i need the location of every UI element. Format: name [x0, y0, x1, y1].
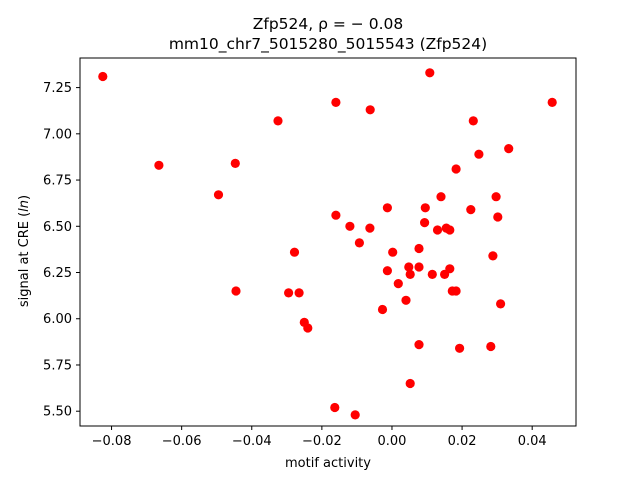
data-point	[496, 299, 506, 309]
x-tick-label: 0.02	[448, 434, 477, 449]
x-tick-label: −0.02	[302, 434, 342, 449]
data-point	[404, 262, 414, 272]
y-axis-ticks: 5.50 5.75 6.00 6.25 6.50 6.75 7.00 7.25	[43, 81, 80, 420]
data-point	[294, 288, 304, 298]
data-point	[432, 225, 443, 235]
data-point	[466, 205, 476, 215]
data-point	[425, 68, 435, 78]
y-tick-label: 6.25	[43, 266, 72, 281]
y-tick-label: 5.50	[43, 405, 72, 420]
data-point	[405, 378, 415, 389]
data-point	[420, 218, 430, 228]
data-point	[382, 203, 392, 213]
y-tick-label: 7.25	[43, 81, 72, 96]
y-tick-label: 6.00	[43, 312, 72, 327]
data-point	[330, 402, 340, 413]
data-point	[414, 243, 424, 254]
data-point	[468, 116, 478, 126]
data-point	[451, 286, 461, 296]
data-point	[486, 341, 496, 352]
data-point	[365, 105, 375, 115]
data-point	[493, 212, 503, 222]
data-point	[98, 71, 108, 82]
data-point	[377, 304, 388, 315]
x-tick-label: −0.06	[162, 434, 202, 449]
data-point	[213, 190, 224, 200]
data-point	[455, 343, 465, 353]
data-point	[436, 192, 446, 202]
data-point	[331, 210, 341, 220]
chart-title-line2: mm10_chr7_5015280_5015543 (Zfp524)	[169, 35, 487, 54]
y-tick-label: 6.75	[43, 174, 72, 189]
data-point	[393, 279, 403, 289]
chart-title-line1: Zfp524, ρ = − 0.08	[253, 15, 403, 33]
data-point	[331, 97, 341, 107]
data-point	[445, 225, 455, 235]
x-axis-ticks: −0.08 −0.06 −0.04 −0.02 0.00 0.02 0.04	[92, 426, 547, 449]
data-point	[289, 247, 300, 257]
data-point	[414, 262, 424, 272]
data-point	[350, 410, 360, 420]
data-point	[547, 97, 557, 107]
y-tick-label: 7.00	[43, 127, 72, 142]
data-point	[488, 251, 498, 261]
y-tick-label: 5.75	[43, 358, 72, 373]
x-tick-label: 0.00	[377, 434, 406, 449]
data-points	[98, 68, 557, 420]
data-point	[230, 158, 240, 168]
data-point	[382, 266, 392, 276]
data-point	[420, 203, 430, 213]
plot-area-frame	[79, 57, 577, 427]
y-axis-label: signal at CRE (ln)	[17, 195, 32, 307]
data-point	[365, 223, 375, 233]
data-point	[354, 238, 364, 248]
data-point	[451, 164, 461, 174]
data-point	[345, 221, 355, 231]
data-point	[273, 116, 283, 126]
data-point	[491, 192, 501, 202]
y-tick-label: 6.50	[43, 220, 72, 235]
x-tick-label: −0.04	[232, 434, 272, 449]
data-point	[388, 247, 398, 257]
data-point	[303, 323, 313, 333]
x-tick-label: 0.04	[518, 434, 547, 449]
data-point	[474, 149, 484, 159]
data-point	[154, 160, 164, 170]
x-axis-label: motif activity	[285, 456, 371, 471]
data-point	[427, 269, 437, 279]
data-point	[231, 286, 241, 296]
data-point	[445, 264, 455, 274]
data-point	[405, 269, 415, 279]
data-point	[401, 295, 411, 305]
data-point	[414, 340, 424, 350]
x-tick-label: −0.08	[92, 434, 132, 449]
data-point	[284, 288, 294, 298]
data-point	[504, 144, 514, 154]
